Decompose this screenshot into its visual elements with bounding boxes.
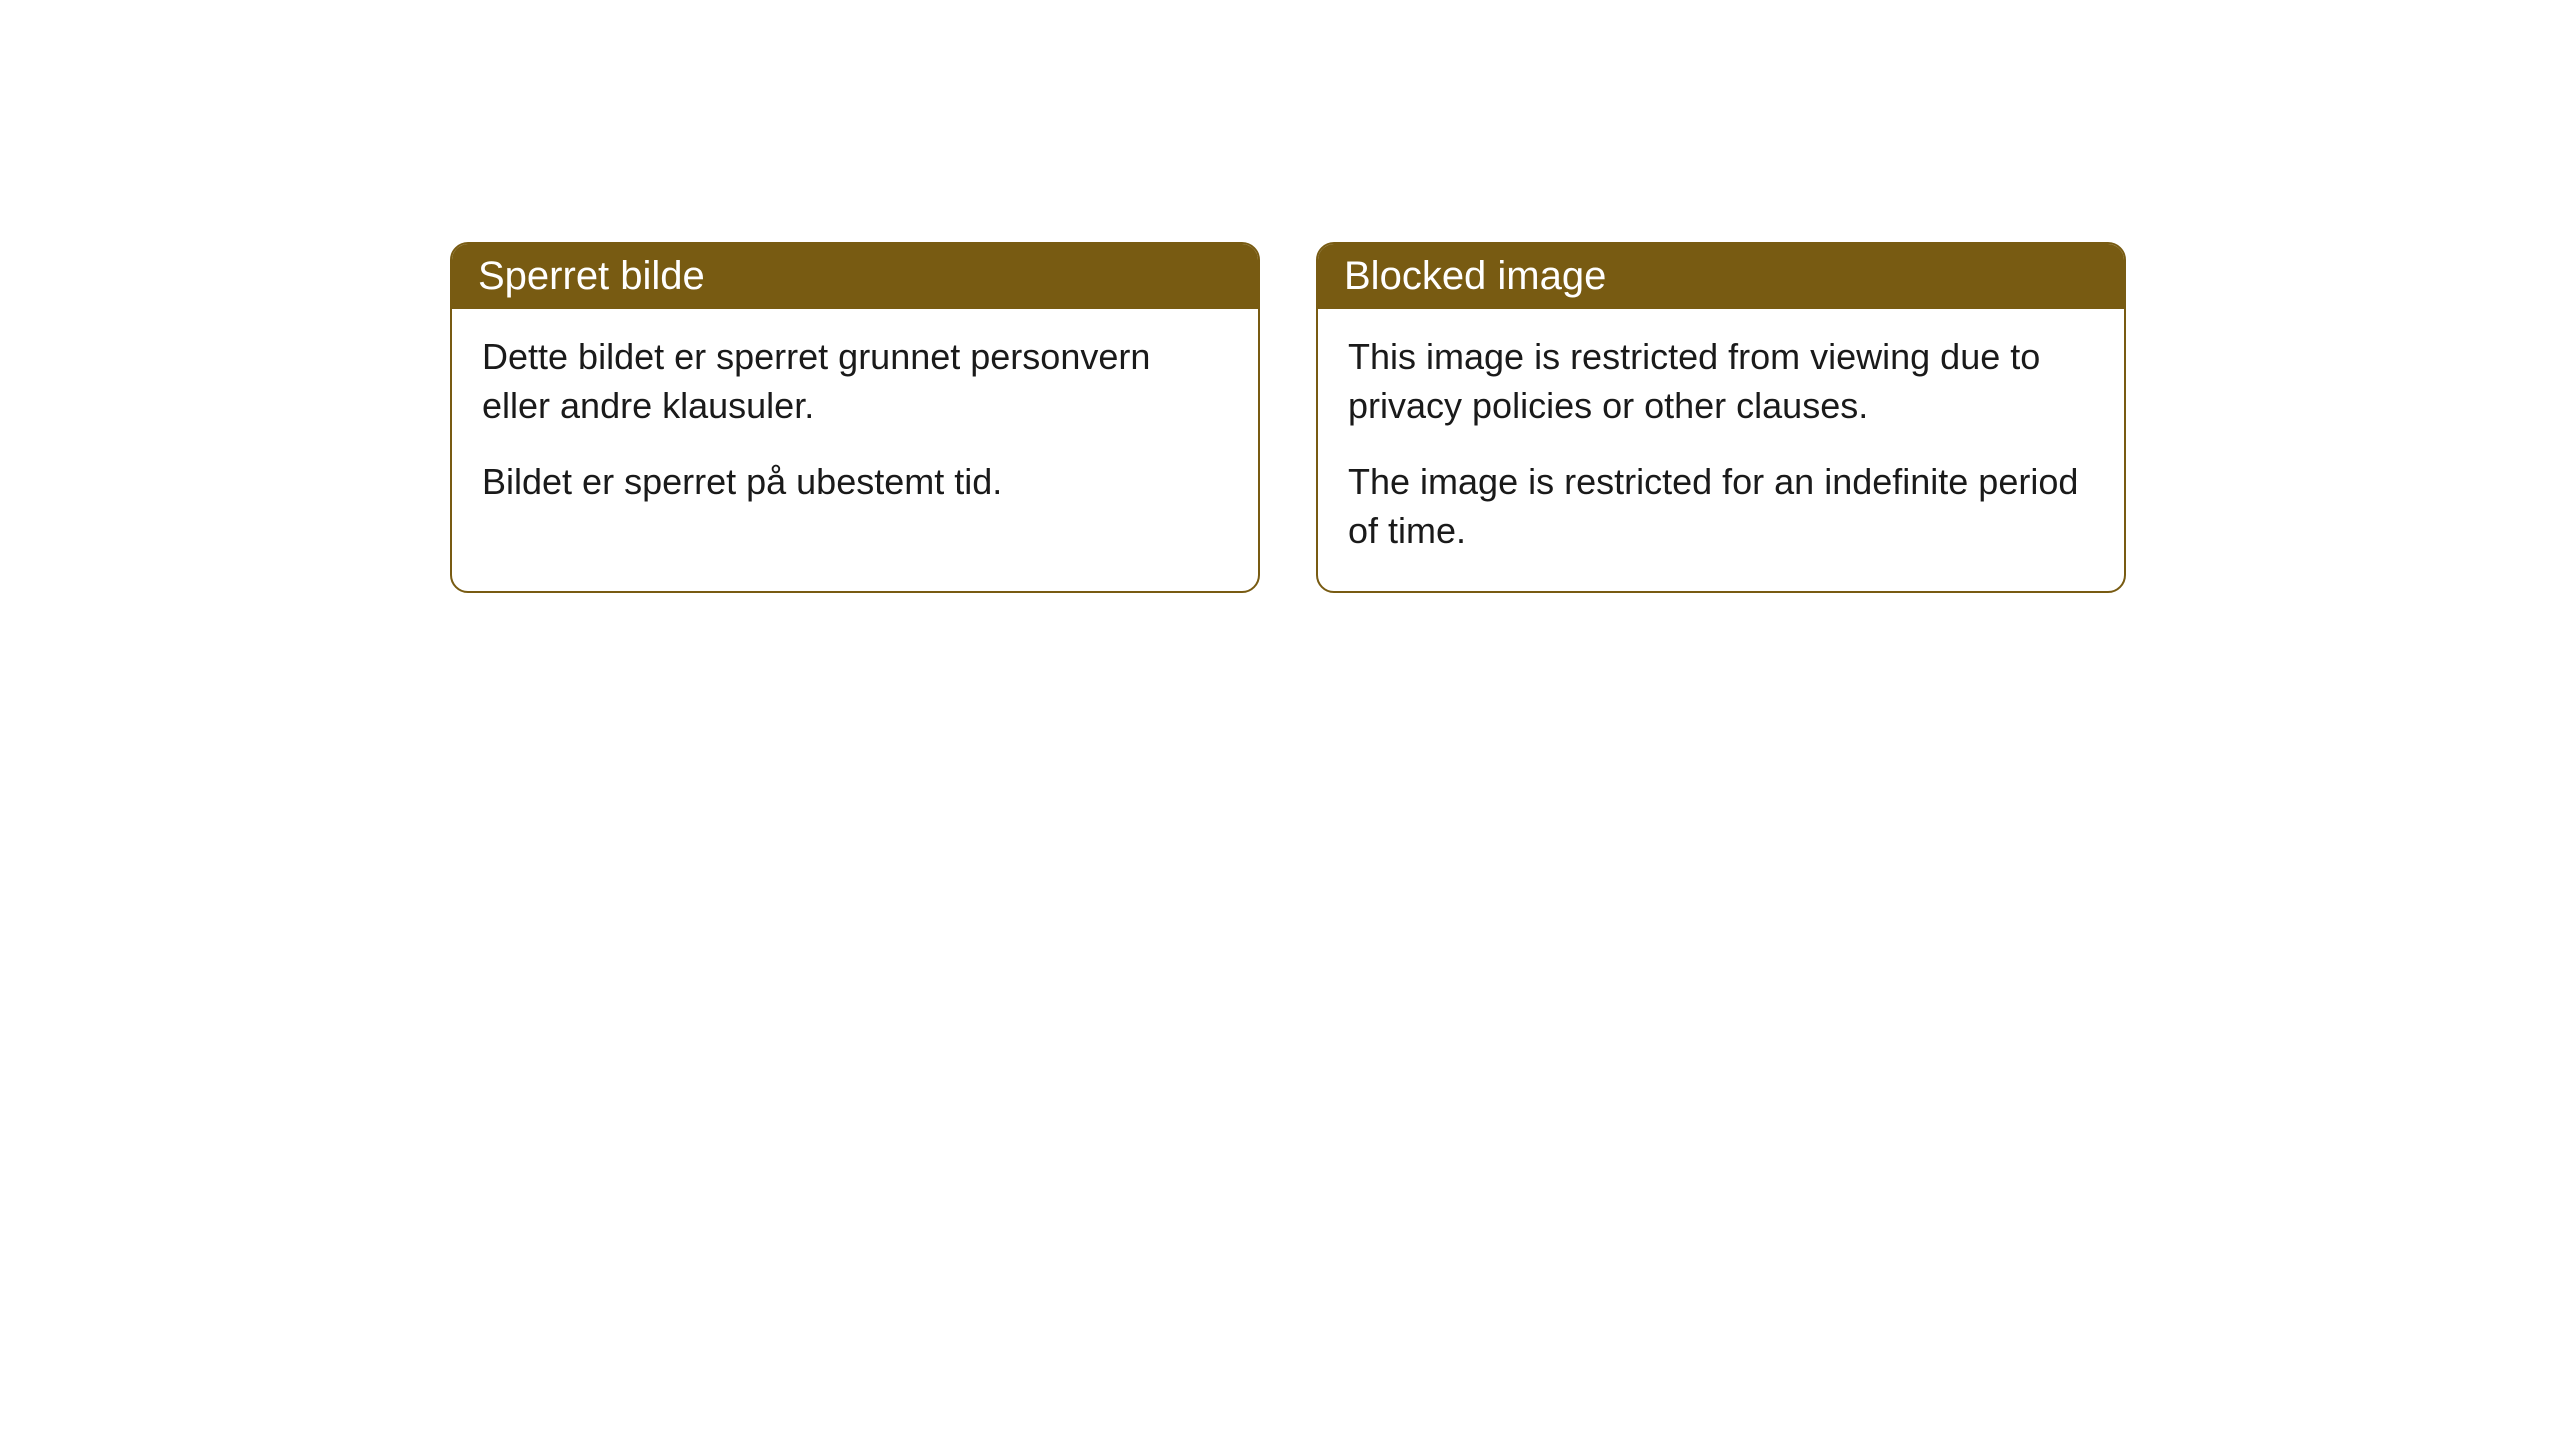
card-header: Sperret bilde (452, 244, 1258, 309)
card-body: Dette bildet er sperret grunnet personve… (452, 309, 1258, 543)
card-paragraph-2: Bildet er sperret på ubestemt tid. (482, 458, 1228, 507)
card-body: This image is restricted from viewing du… (1318, 309, 2124, 591)
card-paragraph-1: This image is restricted from viewing du… (1348, 333, 2094, 430)
card-paragraph-2: The image is restricted for an indefinit… (1348, 458, 2094, 555)
card-header: Blocked image (1318, 244, 2124, 309)
card-paragraph-1: Dette bildet er sperret grunnet personve… (482, 333, 1228, 430)
notice-card-norwegian: Sperret bilde Dette bildet er sperret gr… (450, 242, 1260, 593)
card-title: Sperret bilde (478, 254, 705, 298)
card-title: Blocked image (1344, 254, 1606, 298)
notice-cards-container: Sperret bilde Dette bildet er sperret gr… (450, 242, 2560, 593)
notice-card-english: Blocked image This image is restricted f… (1316, 242, 2126, 593)
